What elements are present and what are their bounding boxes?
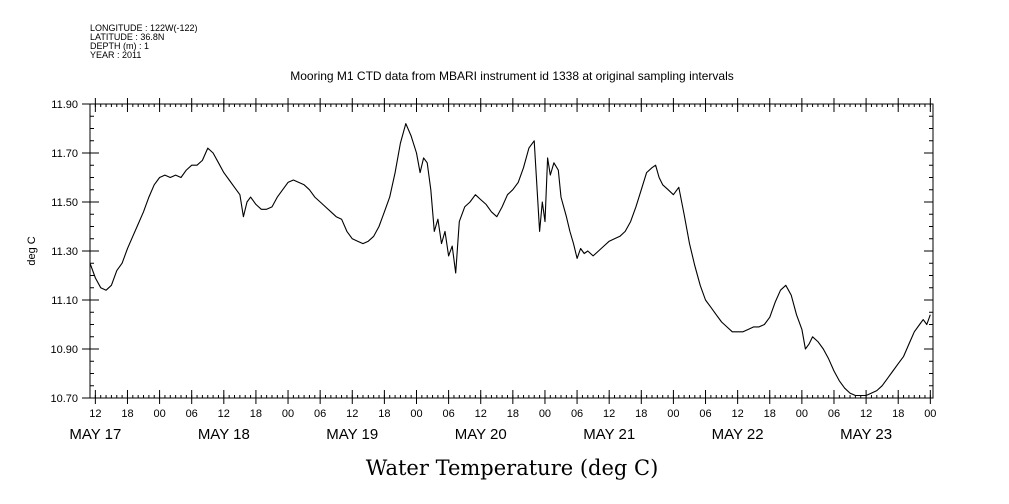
x-tick-label: 00	[282, 408, 294, 420]
x-tick-label: 00	[410, 408, 422, 420]
x-day-label: MAY 17	[69, 426, 121, 443]
x-tick-label: 06	[186, 408, 198, 420]
x-day-label: MAY 19	[326, 426, 378, 443]
x-tick-label: 06	[442, 408, 454, 420]
y-tick-label: 11.90	[51, 99, 78, 111]
x-tick-label: 06	[314, 408, 326, 420]
y-tick-label: 10.70	[50, 393, 78, 405]
x-day-label: MAY 22	[712, 426, 764, 443]
x-axis-label: Water Temperature (deg C)	[366, 456, 659, 480]
x-tick-label: 12	[475, 408, 487, 420]
x-tick-label: 12	[860, 408, 872, 420]
x-tick-label: 12	[346, 408, 358, 420]
x-day-label: MAY 23	[840, 426, 892, 443]
x-tick-label: 12	[732, 408, 744, 420]
series-layer	[89, 123, 931, 397]
y-tick-label: 11.70	[51, 148, 78, 160]
x-day-label: MAY 21	[583, 426, 635, 443]
x-tick-label: 12	[218, 408, 230, 420]
chart-title: Mooring M1 CTD data from MBARI instrumen…	[290, 69, 734, 83]
plot-frame	[89, 103, 934, 399]
x-tick-label: 18	[250, 408, 262, 420]
x-tick-label: 00	[667, 408, 679, 420]
x-tick-label: 18	[635, 408, 647, 420]
meta-year: YEAR : 2011	[90, 50, 141, 60]
metadata-block: LONGITUDE : 122W(-122) LATITUDE : 36.8N …	[90, 23, 198, 60]
x-tick-label: 18	[507, 408, 519, 420]
meta-latitude: LATITUDE : 36.8N	[90, 32, 164, 42]
x-tick-label: 00	[539, 408, 551, 420]
y-tick-label: 11.50	[51, 197, 78, 209]
y-axis-label: deg C	[26, 236, 38, 265]
x-tick-label: 00	[924, 408, 936, 420]
x-tick-label: 12	[89, 408, 101, 420]
y-tick-label: 10.90	[50, 344, 78, 356]
meta-longitude: LONGITUDE : 122W(-122)	[90, 23, 198, 33]
x-day-label: MAY 20	[455, 426, 507, 443]
y-tick-label: 11.10	[51, 295, 78, 307]
x-tick-label: 06	[699, 408, 711, 420]
x-tick-label: 00	[153, 408, 165, 420]
x-tick-label: 12	[603, 408, 615, 420]
x-tick-label: 18	[892, 408, 904, 420]
x-day-label: MAY 18	[198, 426, 250, 443]
x-tick-label: 00	[796, 408, 808, 420]
x-tick-label: 18	[378, 408, 390, 420]
x-tick-label: 06	[828, 408, 840, 420]
temperature-series-line	[89, 123, 931, 397]
x-axis: 12 18 00 06 12 18 00 06 12 18 00 06 12 18 00 06 12 18 00 06…	[69, 98, 936, 443]
x-tick-label: 06	[571, 408, 583, 420]
x-tick-label: 18	[121, 408, 133, 420]
y-axis: 10.70 10.90 11.10 11.30 11.50 11.70 11.90	[50, 99, 933, 405]
x-tick-label: 18	[764, 408, 776, 420]
y-tick-label: 11.30	[51, 246, 78, 258]
meta-depth: DEPTH (m) : 1	[90, 41, 149, 51]
